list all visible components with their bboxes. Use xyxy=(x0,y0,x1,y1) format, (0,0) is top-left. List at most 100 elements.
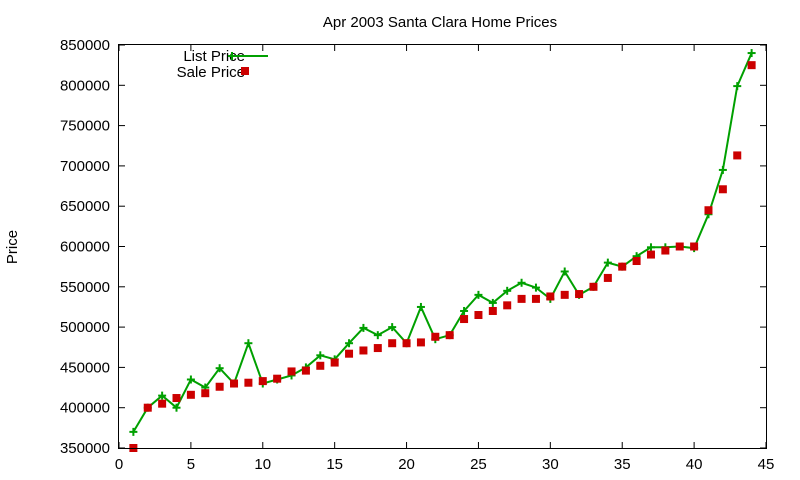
plot-marks xyxy=(129,49,756,452)
list-price-point xyxy=(129,427,138,436)
list-price-point xyxy=(186,375,195,384)
sale-price-point xyxy=(589,282,598,291)
sale-price-point xyxy=(460,315,469,324)
chart-title: Apr 2003 Santa Clara Home Prices xyxy=(323,14,557,31)
sale-price-point xyxy=(158,399,167,408)
sale-price-point xyxy=(273,374,282,383)
legend-marker-list-price xyxy=(228,52,236,60)
sale-price-point xyxy=(345,349,354,358)
y-tick-label: 750000 xyxy=(60,118,110,135)
list-price-point xyxy=(517,278,526,287)
sale-price-point xyxy=(675,242,684,251)
sale-price-point xyxy=(603,273,612,282)
list-price-point xyxy=(158,391,167,400)
sale-price-point xyxy=(747,61,756,70)
list-price-point xyxy=(172,403,181,412)
plot-frame xyxy=(118,44,767,449)
list-price-point xyxy=(215,364,224,373)
sale-price-point xyxy=(618,262,627,271)
list-price-point xyxy=(718,165,727,174)
sale-price-point xyxy=(632,257,641,266)
sale-price-point xyxy=(388,339,397,348)
y-tick-label: 450000 xyxy=(60,359,110,376)
list-price-point xyxy=(503,286,512,295)
x-tick-label: 20 xyxy=(398,456,415,473)
sale-price-point xyxy=(733,151,742,160)
legend-marker-sale-price xyxy=(241,67,249,75)
x-tick-label: 30 xyxy=(542,456,559,473)
axis-ticks: 0 5 10 15 20 25 30 35 40 45 350000 400000 450000 5000… xyxy=(60,37,774,473)
sale-price-point xyxy=(704,206,713,215)
sale-price-point xyxy=(560,290,569,299)
list-price-point xyxy=(460,306,469,315)
list-price-point xyxy=(560,267,569,276)
sale-price-point xyxy=(287,367,296,376)
x-tick-label: 10 xyxy=(254,456,271,473)
list-price-point xyxy=(359,323,368,332)
y-tick-label: 550000 xyxy=(60,279,110,296)
sale-price-point xyxy=(431,332,440,341)
sale-price-point xyxy=(531,294,540,303)
x-tick-label: 15 xyxy=(326,456,343,473)
list-price-point xyxy=(646,243,655,252)
list-price-point xyxy=(733,82,742,91)
sale-price-point xyxy=(575,290,584,299)
legend-label-list-price: List Price xyxy=(183,48,245,65)
y-tick-label: 350000 xyxy=(60,440,110,457)
list-price-point xyxy=(373,331,382,340)
sale-price-point xyxy=(172,394,181,403)
sale-price-point xyxy=(416,338,425,347)
x-tick-label: 45 xyxy=(758,456,775,473)
y-tick-label: 500000 xyxy=(60,319,110,336)
sale-price-point xyxy=(517,294,526,303)
list-price-line xyxy=(132,52,753,433)
x-tick-label: 40 xyxy=(686,456,703,473)
list-price-point xyxy=(416,302,425,311)
list-price-point xyxy=(603,258,612,267)
y-tick-label: 600000 xyxy=(60,239,110,256)
sale-price-point xyxy=(445,331,454,340)
sale-price-point xyxy=(690,242,699,251)
list-price-point xyxy=(488,298,497,307)
sale-price-point xyxy=(546,292,555,301)
sale-price-point xyxy=(503,301,512,310)
x-tick-label: 0 xyxy=(115,456,123,473)
sale-price-point xyxy=(359,346,368,355)
list-price-point xyxy=(531,283,540,292)
list-price-point xyxy=(244,339,253,348)
y-tick-label: 700000 xyxy=(60,158,110,175)
sale-price-point xyxy=(143,403,152,412)
y-tick-label: 400000 xyxy=(60,400,110,417)
sale-price-point xyxy=(201,389,210,398)
x-tick-label: 25 xyxy=(470,456,487,473)
sale-price-point xyxy=(244,378,253,387)
sale-price-point xyxy=(402,339,411,348)
list-price-point xyxy=(388,323,397,332)
sale-price-point xyxy=(488,306,497,315)
sale-price-point xyxy=(718,185,727,194)
list-price-point xyxy=(747,49,756,58)
sale-price-point xyxy=(215,382,224,391)
sale-price-point xyxy=(186,390,195,399)
legend-label-sale-price: Sale Price xyxy=(177,64,245,81)
sale-price-point xyxy=(301,366,310,375)
list-price-point xyxy=(316,351,325,360)
y-tick-label: 850000 xyxy=(60,37,110,54)
sale-price-point xyxy=(316,361,325,370)
sale-price-point xyxy=(373,344,382,353)
x-tick-label: 35 xyxy=(614,456,631,473)
list-price-point xyxy=(474,290,483,299)
x-tick-label: 5 xyxy=(187,456,195,473)
list-price-point xyxy=(345,339,354,348)
sale-price-point xyxy=(474,311,483,320)
sale-price-point xyxy=(330,358,339,367)
y-tick-label: 650000 xyxy=(60,198,110,215)
sale-price-point xyxy=(646,250,655,259)
y-axis-label: Price xyxy=(4,230,21,264)
sale-price-point xyxy=(258,377,267,386)
y-tick-label: 800000 xyxy=(60,77,110,94)
sale-price-point xyxy=(230,379,239,388)
sale-price-point xyxy=(661,246,670,255)
